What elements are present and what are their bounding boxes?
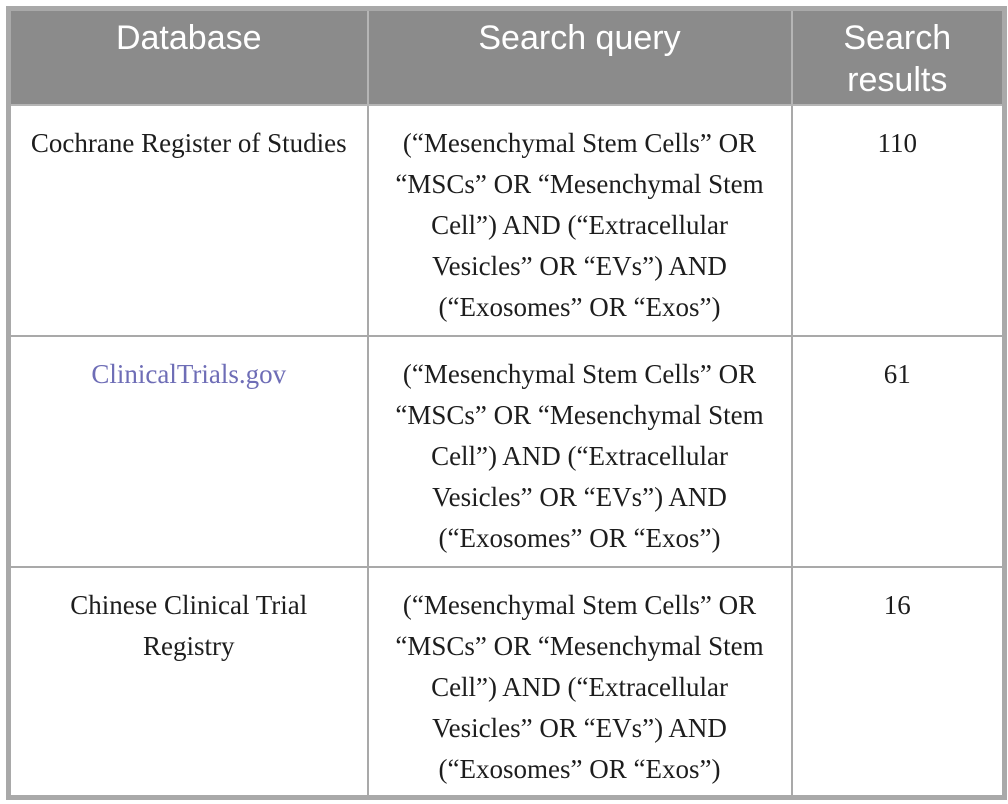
table-row-cochrane: Cochrane Register of Studies (“Mesenchym… bbox=[7, 103, 1006, 337]
search-strategy-table: Database Search query Search results Coc… bbox=[6, 6, 1007, 800]
clinicaltrials-gov-link[interactable]: ClinicalTrials.gov bbox=[91, 358, 287, 389]
database-name: Cochrane Register of Studies bbox=[30, 127, 347, 158]
search-results-cell: 61 bbox=[790, 334, 1006, 568]
column-header-database: Database bbox=[7, 7, 369, 106]
database-name: Chinese Clinical Trial Registry bbox=[70, 589, 308, 661]
database-cell: Chinese Clinical Trial Registry bbox=[7, 565, 369, 799]
search-results-cell: 110 bbox=[790, 103, 1006, 337]
table-row-chinese-registry: Chinese Clinical Trial Registry (“Mesenc… bbox=[7, 565, 1006, 799]
database-cell: ClinicalTrials.gov bbox=[7, 334, 369, 568]
database-cell: Cochrane Register of Studies bbox=[7, 103, 369, 337]
search-query-cell: (“Mesenchymal Stem Cells” OR “MSCs” OR “… bbox=[366, 565, 793, 799]
header-row: Database Search query Search results bbox=[7, 7, 1006, 106]
column-header-search-query: Search query bbox=[366, 7, 793, 106]
column-header-search-results: Search results bbox=[790, 7, 1006, 106]
search-query-cell: (“Mesenchymal Stem Cells” OR “MSCs” OR “… bbox=[366, 103, 793, 337]
search-results-cell: 16 bbox=[790, 565, 1006, 799]
table-row-clinicaltrials: ClinicalTrials.gov (“Mesenchymal Stem Ce… bbox=[7, 334, 1006, 568]
search-strategy-table-wrap: Database Search query Search results Coc… bbox=[6, 6, 1007, 800]
search-query-cell: (“Mesenchymal Stem Cells” OR “MSCs” OR “… bbox=[366, 334, 793, 568]
